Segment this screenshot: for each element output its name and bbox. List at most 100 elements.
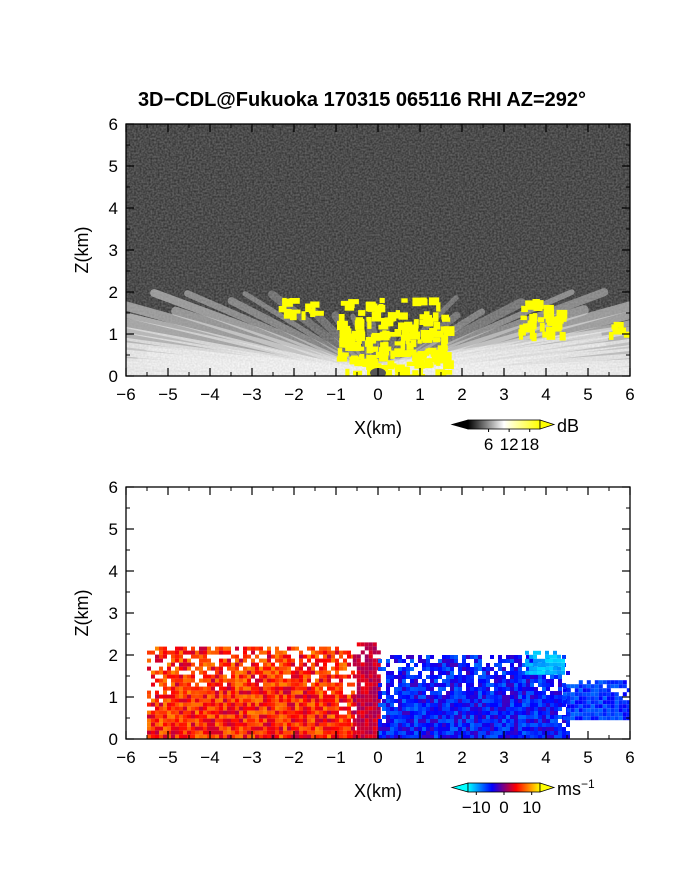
velocity-pixel [438, 703, 442, 707]
saturated-pixel [417, 339, 422, 344]
velocity-pixel [283, 730, 287, 735]
velocity-pixel [458, 671, 462, 675]
velocity-pixel [486, 719, 490, 723]
velocity-pixel [235, 706, 239, 711]
velocity-pixel [458, 711, 462, 715]
velocity-pixel [311, 682, 315, 687]
velocity-pixel [490, 675, 494, 679]
velocity-pixel [510, 655, 514, 659]
velocity-pixel [462, 659, 466, 663]
velocity-pixel [530, 707, 534, 711]
velocity-pixel [526, 667, 530, 671]
velocity-pixel [450, 695, 454, 699]
x-tick-label: −4 [200, 748, 219, 767]
velocity-pixel [171, 718, 175, 723]
saturated-pixel [345, 325, 351, 334]
velocity-pixel [331, 722, 335, 727]
velocity-pixel [606, 688, 611, 693]
velocity-pixel [235, 658, 239, 663]
velocity-pixel [502, 695, 506, 699]
velocity-pixel [239, 714, 243, 719]
velocity-pixel [167, 686, 171, 691]
velocity-pixel [191, 690, 195, 695]
velocity-pixel [530, 695, 534, 699]
velocity-pixel [398, 695, 402, 699]
velocity-pixel [183, 646, 187, 651]
velocity-pixel [368, 710, 373, 715]
velocity-pixel [331, 718, 335, 723]
saturated-pixel [429, 327, 438, 337]
velocity-pixel [163, 650, 167, 655]
velocity-pixel [446, 727, 450, 731]
velocity-pixel [474, 663, 478, 667]
velocity-pixel [267, 718, 271, 723]
velocity-pixel [335, 710, 339, 715]
velocity-pixel [522, 731, 526, 735]
velocity-pixel [570, 700, 575, 705]
velocity-pixel [343, 734, 347, 739]
velocity-pixel [442, 683, 446, 687]
velocity-pixel [331, 658, 335, 663]
velocity-pixel [450, 663, 454, 667]
velocity-pixel [602, 688, 607, 693]
velocity-pixel [438, 723, 442, 727]
velocity-pixel [442, 655, 446, 659]
velocity-pixel [618, 680, 623, 685]
velocity-pixel [352, 722, 357, 727]
velocity-pixel [529, 670, 533, 675]
velocity-pixel [187, 714, 191, 719]
velocity-pixel [610, 700, 615, 705]
velocity-pixel [566, 704, 571, 709]
velocity-pixel [203, 662, 207, 667]
velocity-pixel [386, 699, 390, 703]
saturated-pixel [406, 349, 417, 356]
velocity-pixel [183, 702, 187, 707]
velocity-pixel [614, 680, 619, 685]
velocity-pixel [510, 683, 514, 687]
velocity-pixel [251, 666, 255, 671]
saturated-pixel [351, 355, 359, 361]
velocity-pixel [319, 698, 323, 703]
velocity-pixel [356, 666, 361, 671]
velocity-pixel [227, 730, 231, 735]
velocity-pixel [522, 675, 526, 679]
velocity-pixel [259, 666, 263, 671]
velocity-pixel [466, 695, 470, 699]
velocity-pixel [382, 735, 386, 739]
velocity-pixel [271, 722, 275, 727]
velocity-pixel [295, 674, 299, 679]
velocity-pixel [347, 654, 351, 659]
velocity-pixel [347, 714, 351, 719]
velocity-pixel [203, 678, 207, 683]
velocity-pixel [478, 735, 482, 739]
x-tick-label: 1 [415, 385, 424, 404]
velocity-pixel [482, 735, 486, 739]
velocity-pixel [598, 680, 603, 685]
velocity-pixel [494, 663, 498, 667]
velocity-pixel [382, 723, 386, 727]
velocity-pixel [239, 658, 243, 663]
velocity-pixel [606, 692, 611, 697]
velocity-pixel [303, 702, 307, 707]
saturated-pixel [527, 301, 538, 310]
velocity-pixel [442, 679, 446, 683]
velocity-pixel [558, 727, 562, 731]
velocity-pixel [566, 716, 571, 721]
velocity-pixel [187, 698, 191, 703]
velocity-pixel [518, 655, 522, 659]
velocity-pixel [207, 698, 211, 703]
velocity-pixel [255, 734, 259, 739]
velocity-pixel [167, 714, 171, 719]
velocity-pixel [566, 688, 571, 693]
velocity-pixel [502, 687, 506, 691]
saturated-pixel [359, 354, 364, 359]
saturated-pixel [424, 350, 430, 356]
velocity-pixel [279, 662, 283, 667]
velocity-pixel [614, 712, 619, 717]
velocity-pixel [219, 666, 223, 671]
velocity-pixel [558, 683, 562, 687]
velocity-pixel [315, 718, 319, 723]
velocity-pixel [442, 715, 446, 719]
velocity-pixel [510, 731, 514, 735]
